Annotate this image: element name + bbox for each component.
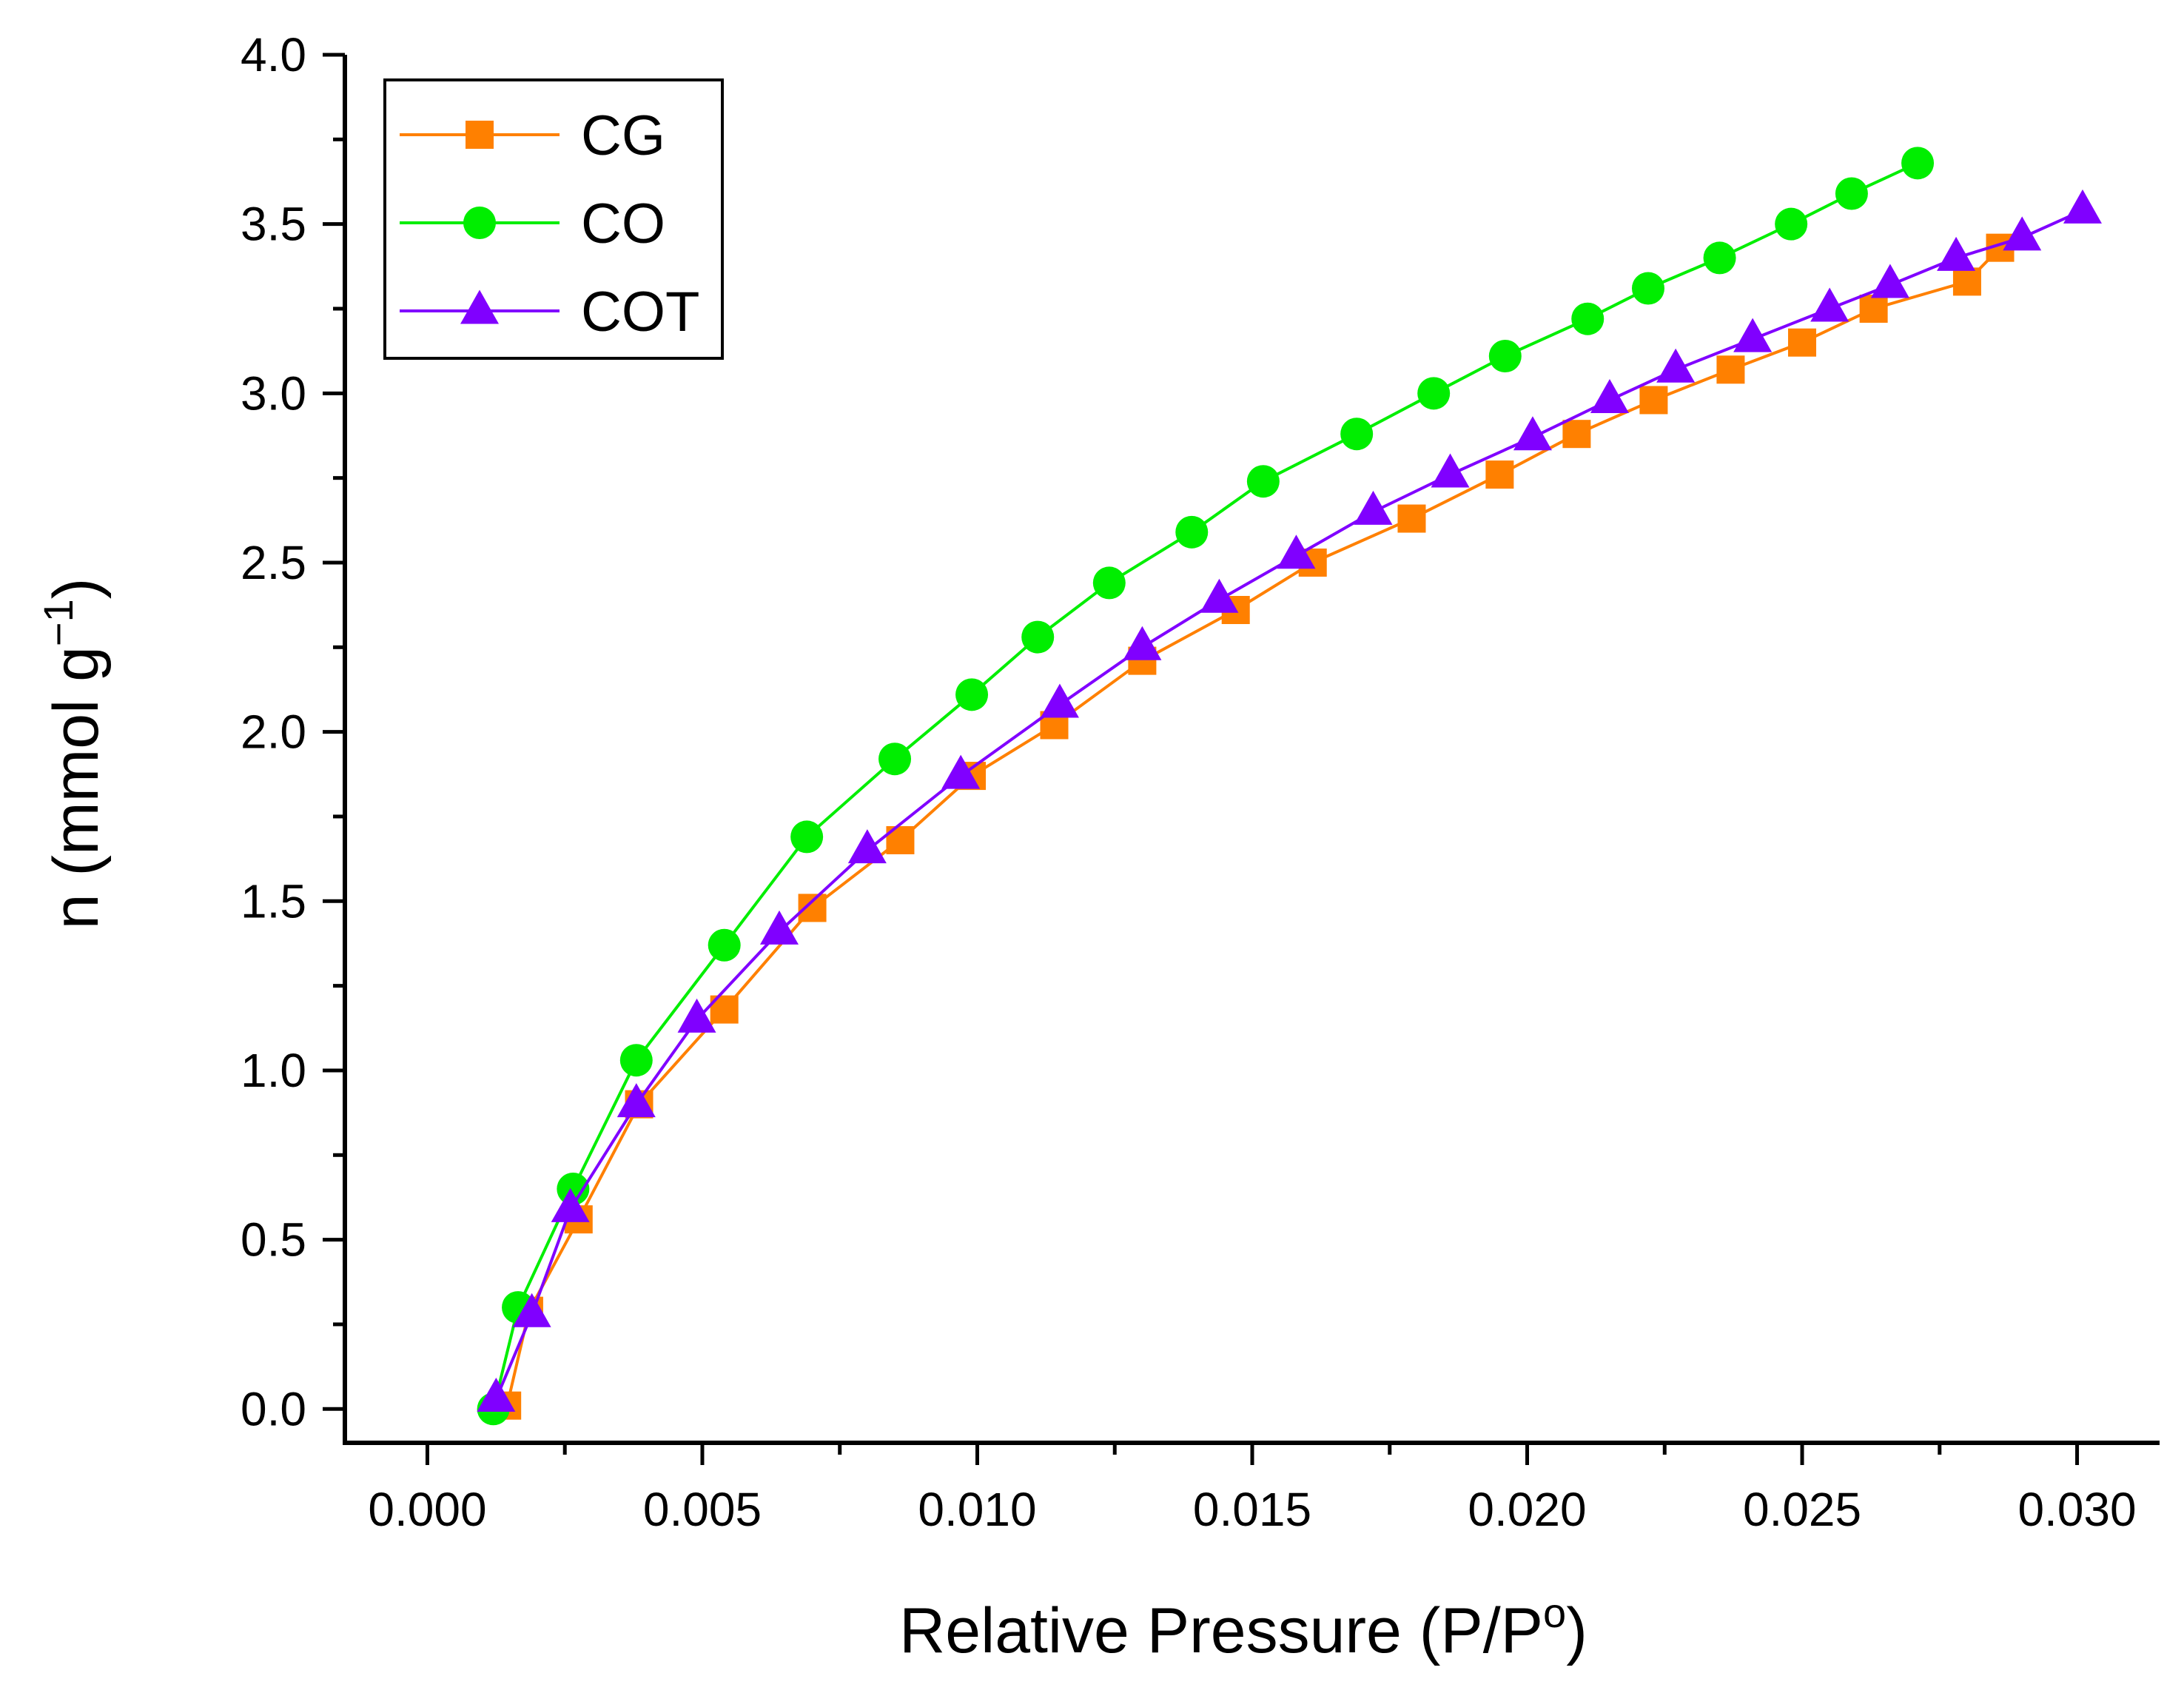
data-point-co: [1631, 272, 1664, 305]
x-axis-title-superscript: o: [1543, 1589, 1566, 1636]
ticks: [323, 53, 2080, 1465]
legend-item-cot: COT: [400, 281, 699, 343]
data-point-cg: [1788, 328, 1817, 357]
legend: CG CO COT: [383, 78, 724, 360]
y-tick-label: 0.5: [241, 1213, 306, 1267]
data-point-cot: [477, 1378, 516, 1412]
data-point-co: [1571, 302, 1605, 335]
data-point-co: [1488, 340, 1522, 373]
legend-label-cg: CG: [581, 104, 665, 167]
data-point-co: [1901, 147, 1935, 180]
data-point-cg: [798, 894, 827, 922]
data-point-co: [878, 743, 912, 776]
data-point-co: [619, 1044, 653, 1077]
data-point-cot: [512, 1293, 551, 1327]
data-point-cot: [1590, 378, 1629, 413]
data-point-cg: [1639, 386, 1668, 415]
data-point-cot: [1200, 578, 1239, 613]
data-point-cot: [1513, 416, 1552, 451]
y-tick-label: 1.5: [241, 874, 306, 928]
data-point-cot: [1277, 534, 1316, 569]
x-tick-label: 0.025: [1743, 1483, 1861, 1536]
x-tick-label: 0.015: [1193, 1483, 1311, 1536]
data-point-cot: [1810, 287, 1849, 322]
y-tick-label: 1.0: [241, 1044, 306, 1097]
data-point-co: [1021, 620, 1055, 654]
data-point-cg: [1397, 504, 1426, 533]
data-point-co: [1775, 207, 1808, 241]
y-axis-title-superscript: −1: [35, 599, 81, 646]
data-point-cot: [1870, 264, 1909, 298]
data-point-cot: [1354, 490, 1393, 525]
data-point-cot: [1937, 236, 1976, 271]
y-axis-title: n (mmol g−1): [35, 578, 112, 930]
data-point-cg: [1859, 294, 1888, 323]
x-axis-title-close: ): [1566, 1595, 1587, 1666]
data-point-cg: [1952, 267, 1981, 296]
y-tick-label: 0.0: [241, 1382, 306, 1435]
data-point-cot: [1123, 626, 1162, 660]
data-point-cot: [616, 1083, 656, 1118]
data-point-co: [557, 1173, 590, 1206]
x-tick-label: 0.000: [368, 1483, 486, 1536]
data-point-cot: [941, 754, 981, 789]
x-axis-title: Relative Pressure (P/Po): [899, 1589, 1587, 1666]
series-cot: [477, 189, 2102, 1412]
legend-item-co: CO: [400, 192, 665, 255]
data-point-co: [1835, 177, 1868, 210]
data-point-cot: [677, 998, 716, 1033]
data-point-cg: [1716, 355, 1745, 384]
y-tick-label: 2.5: [241, 536, 306, 589]
x-tick-label: 0.020: [1468, 1483, 1586, 1536]
x-tick-label: 0.030: [2017, 1483, 2136, 1536]
legend-marker-co: [463, 207, 496, 239]
series-layer: [477, 147, 2102, 1426]
data-point-co: [1340, 418, 1374, 451]
x-tick-label: 0.005: [643, 1483, 762, 1536]
legend-marker-cg: [466, 121, 494, 149]
legend-marker-cot: [460, 289, 499, 324]
y-tick-label: 3.5: [241, 198, 306, 251]
tick-labels: 0.000 0.005 0.010 0.015 0.020 0.025 0.030 0.0 0.…: [241, 28, 2137, 1536]
data-point-co: [708, 928, 741, 962]
data-point-cot: [759, 910, 799, 945]
y-tick-label: 3.0: [241, 366, 306, 420]
data-point-cot: [2063, 189, 2102, 224]
y-tick-label: 4.0: [241, 28, 306, 81]
data-point-co: [955, 678, 989, 711]
data-point-cg: [1485, 460, 1514, 489]
data-point-co: [1246, 465, 1280, 498]
data-point-cot: [1040, 683, 1079, 718]
y-tick-label: 2.0: [241, 705, 306, 759]
data-point-cot: [1656, 348, 1696, 383]
data-point-co: [790, 820, 824, 854]
data-point-cg: [1562, 420, 1591, 449]
y-axis-title-close: ): [41, 578, 112, 600]
data-point-cot: [2003, 216, 2042, 251]
x-tick-label: 0.010: [918, 1483, 1036, 1536]
legend-label-co: CO: [581, 192, 665, 255]
data-point-co: [1703, 241, 1736, 275]
data-point-cot: [847, 829, 887, 864]
data-point-cot: [551, 1187, 590, 1222]
data-point-cot: [1733, 318, 1773, 352]
data-point-co: [1092, 566, 1126, 600]
data-point-cot: [1431, 453, 1470, 488]
data-point-co: [1175, 515, 1209, 549]
data-point-co: [1417, 377, 1451, 410]
legend-item-cg: CG: [400, 104, 665, 167]
legend-label-cot: COT: [581, 281, 699, 343]
